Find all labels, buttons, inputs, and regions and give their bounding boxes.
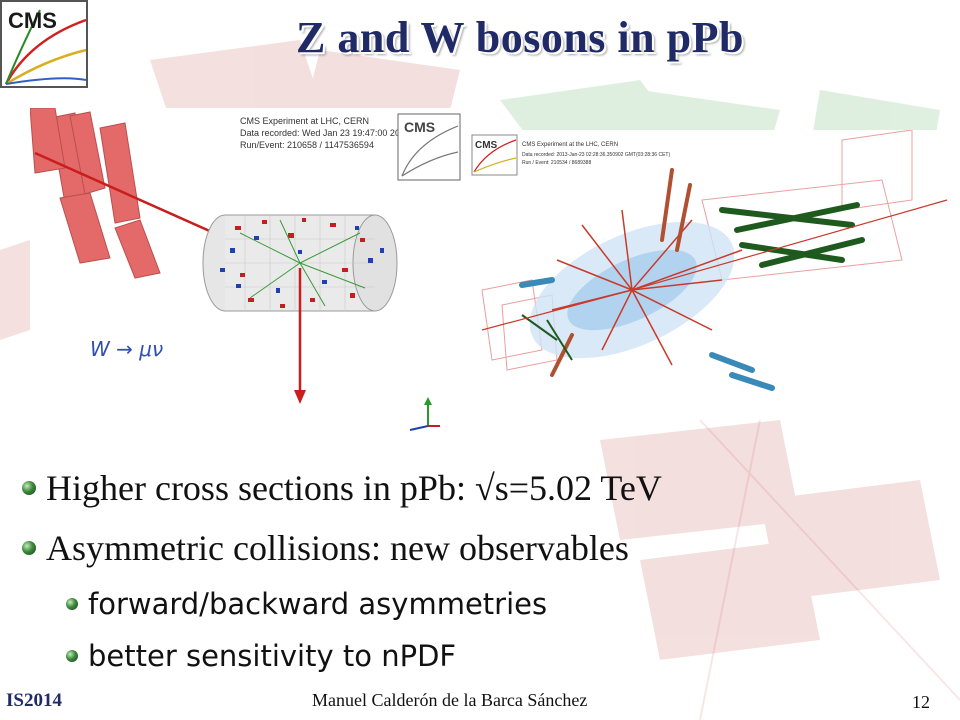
- event-right-cms-logo: CMS: [471, 134, 518, 176]
- bullet-item: Higher cross sections in pPb: √s=5.02 Te…: [22, 458, 942, 518]
- event-right-info-1: CMS Experiment at the LHC, CERN: [522, 142, 618, 148]
- footer-conference: IS2014: [6, 690, 62, 711]
- channel-label: W → μν: [90, 337, 163, 361]
- footer-author: Manuel Calderón de la Barca Sánchez: [312, 690, 588, 710]
- event-left-cms-logo: CMS: [397, 113, 461, 181]
- event-left-info-1: CMS Experiment at LHC, CERN: [240, 116, 369, 126]
- svg-text:CMS: CMS: [475, 140, 498, 151]
- sub-bullet-item: forward/backward asymmetries: [66, 578, 942, 630]
- cms-logo: CMS: [0, 0, 88, 88]
- sub-bullet-item: better sensitivity to nPDF: [66, 630, 942, 682]
- axis-glyph-icon: [409, 397, 440, 431]
- event-left-info-2: Data recorded: Wed Jan 23 19:47:00 2013 …: [240, 128, 437, 138]
- slide-title: Z and W bosons in pPb: [296, 13, 744, 62]
- sub-bullet-text: forward/backward asymmetries: [88, 587, 548, 621]
- bullet-icon: [22, 541, 36, 555]
- bullet-text: Asymmetric collisions: new observables: [46, 528, 629, 568]
- sub-bullet-icon: [66, 598, 78, 610]
- event-right-info-3: Run / Event: 210534 / 8689388: [522, 160, 591, 166]
- bullet-list: Higher cross sections in pPb: √s=5.02 Te…: [22, 458, 942, 682]
- event-right-info-2: Data recorded: 2013-Jan-23 02:28:36.3509…: [522, 152, 670, 158]
- svg-text:CMS: CMS: [404, 119, 435, 135]
- sub-bullet-text: better sensitivity to nPDF: [88, 639, 457, 673]
- page-number: 12: [912, 692, 930, 712]
- event-display-w-munu: CMS Experiment at LHC, CERN Data recorde…: [30, 108, 462, 444]
- event-left-info-3: Run/Event: 210658 / 1147536594: [240, 140, 374, 150]
- bullet-text: Higher cross sections in pPb: √s=5.02 Te…: [46, 468, 662, 508]
- sub-bullet-icon: [66, 650, 78, 662]
- event-display-z: CMS CMS Experiment at the LHC, CERN Data…: [462, 130, 960, 412]
- logo-text: CMS: [8, 8, 57, 33]
- bullet-icon: [22, 481, 36, 495]
- bullet-item: Asymmetric collisions: new observables: [22, 518, 942, 578]
